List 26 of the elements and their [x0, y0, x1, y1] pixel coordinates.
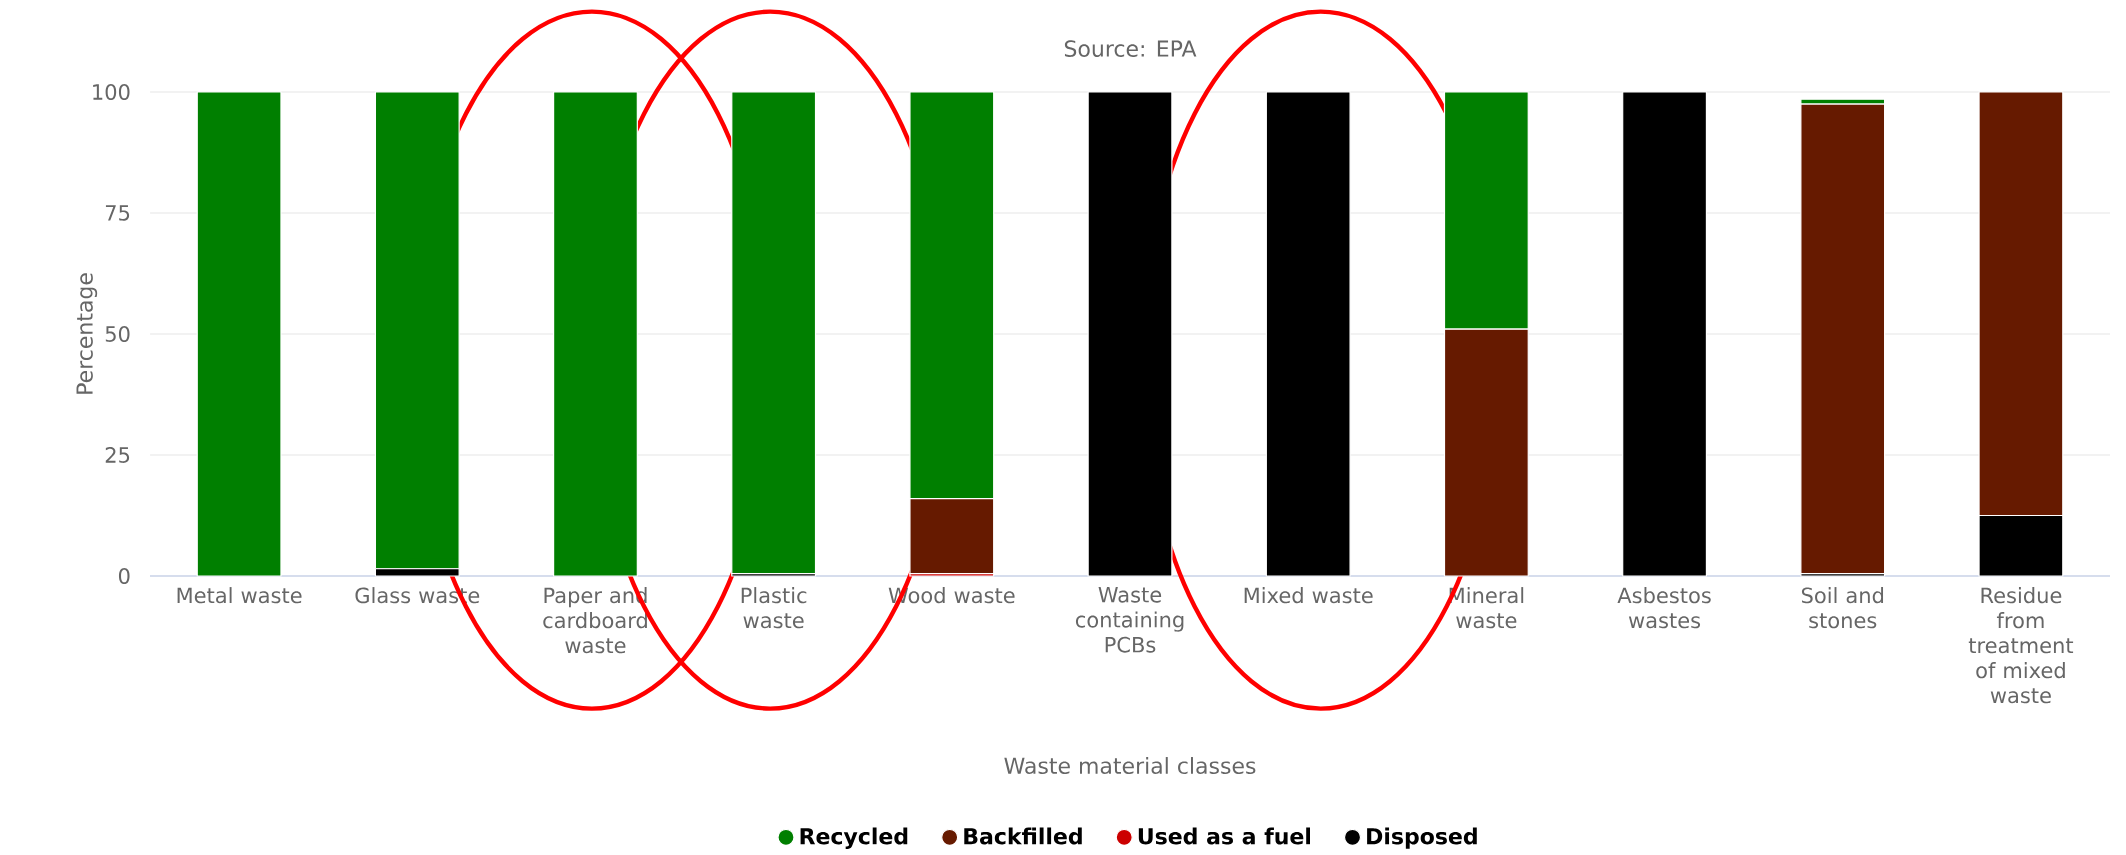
x-tick-label: Waste containing PCBs [1075, 587, 1184, 653]
chart-title: Source: EPA [1064, 40, 1197, 57]
bar [731, 91, 817, 575]
bar [1265, 91, 1351, 577]
y-tick-label: 100 [93, 84, 130, 100]
y-tick-label: 75 [105, 205, 130, 221]
x-axis-title: Waste material classes [1004, 757, 1256, 775]
bar [553, 91, 638, 577]
legend-label: Used as a fuel [1138, 827, 1311, 845]
bar [196, 91, 282, 577]
x-tick-label: Plastic waste [741, 587, 807, 629]
legend-label: Backfilled [964, 827, 1082, 845]
y-tick-label: 0 [118, 568, 130, 584]
bar [1800, 103, 1886, 575]
legend-label: Disposed [1367, 827, 1477, 849]
x-tick-label: Asbestos wastes [1617, 587, 1711, 629]
bar [1622, 91, 1708, 577]
bar [1087, 91, 1173, 577]
y-tick-label: 25 [105, 447, 130, 463]
y-tick-label: 50 [105, 326, 130, 342]
x-tick-label: Mixed waste [1244, 587, 1373, 604]
legend-label: Recycled [800, 827, 908, 849]
x-tick-label: Metal waste [177, 587, 302, 604]
y-axis-title: Percentage [76, 273, 98, 394]
x-tick-label: Residue from treatment of mixed waste [1968, 587, 2074, 704]
x-tick-label: Soil and stones [1801, 587, 1884, 629]
